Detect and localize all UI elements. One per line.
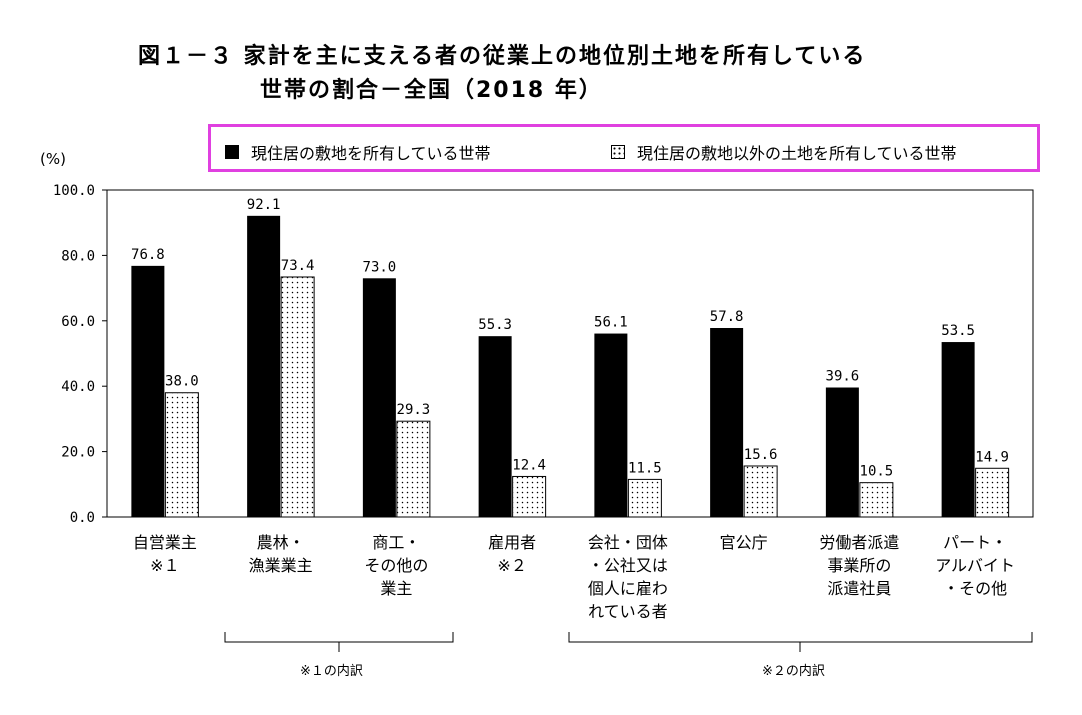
value-labels: 76.8 38.0 92.1 73.4 73.0 29.3 55.3 12.4 56.1 11.5… (131, 197, 1009, 480)
chart-title-line1: 図１－３ 家計を主に支える者の従業上の地位別土地を所有している (138, 44, 867, 69)
legend-item-other-land: 現住居の敷地以外の土地を所有している世帯 (611, 140, 957, 164)
bar-own-site (362, 278, 396, 517)
bar-own-site (710, 327, 744, 517)
value-label-other-land: 15.6 (744, 447, 778, 463)
bar-own-site (131, 265, 165, 517)
plot-area (106, 189, 1034, 518)
bars (131, 215, 1010, 518)
category-label: 官公庁 (719, 533, 768, 552)
category-label: 会社・団体 ・公社又は 個人に雇わ れている者 (587, 533, 668, 621)
y-tick-label: 60.0 (61, 314, 95, 330)
bar-own-site (478, 336, 512, 517)
bar-other-land (164, 392, 199, 518)
category-label: パート・ アルバイト ・その他 (935, 533, 1016, 598)
legend-item-own-site: 現住居の敷地を所有している世帯 (225, 140, 491, 164)
value-label-own-site: 73.0 (363, 259, 397, 275)
value-label-own-site: 55.3 (478, 317, 512, 333)
braces (224, 632, 1033, 652)
brace-label-employees: ※２の内訳 (762, 664, 825, 679)
value-label-other-land: 12.4 (512, 457, 546, 473)
bar-own-site (247, 215, 281, 517)
value-label-own-site: 92.1 (247, 197, 281, 213)
bar-other-land (396, 420, 431, 518)
value-label-other-land: 11.5 (628, 460, 662, 476)
value-label-own-site: 56.1 (594, 315, 628, 331)
brace-label-self-employed: ※１の内訳 (300, 664, 363, 679)
y-tick-label: 100.0 (53, 183, 95, 199)
category-label: 自営業主 ※１ (132, 533, 197, 575)
y-axis: 0.0 20.0 40.0 60.0 80.0 100.0 (53, 183, 107, 526)
legend: 現住居の敷地を所有している世帯 現住居の敷地以外の土地を所有している世帯 (208, 124, 1040, 172)
category-label: 商工・ その他の 業主 (364, 533, 429, 598)
value-label-own-site: 57.8 (710, 309, 744, 325)
bar-other-land (975, 467, 1010, 518)
y-tick-label: 40.0 (61, 379, 95, 395)
category-label: 雇用者 ※２ (488, 533, 537, 575)
value-label-own-site: 76.8 (131, 247, 165, 263)
chart-title-line2: 世帯の割合－全国（2018 年） (260, 78, 603, 103)
bar-own-site (594, 333, 628, 517)
brace-employees (568, 632, 1033, 652)
value-label-other-land: 73.4 (281, 258, 315, 274)
bar-other-land (627, 478, 662, 518)
y-tick-label: 80.0 (61, 248, 95, 264)
y-tick-label: 20.0 (61, 445, 95, 461)
value-label-other-land: 10.5 (860, 464, 894, 480)
value-label-own-site: 39.6 (826, 369, 860, 385)
category-label: 労働者派遣 事業所の 派遣社員 (819, 533, 900, 598)
legend-label-other-land: 現住居の敷地以外の土地を所有している世帯 (637, 144, 957, 163)
bar-other-land (743, 465, 778, 518)
bar-other-land (280, 276, 315, 518)
value-label-other-land: 29.3 (397, 402, 431, 418)
legend-swatch-dotted (611, 145, 625, 159)
bar-own-site (941, 342, 975, 517)
legend-swatch-solid (225, 145, 239, 159)
legend-label-own-site: 現住居の敷地を所有している世帯 (251, 144, 491, 163)
value-label-own-site: 53.5 (941, 323, 975, 339)
y-axis-unit: (%) (40, 150, 66, 168)
category-label: 農林・ 漁業業主 (248, 533, 313, 575)
y-tick-label: 0.0 (70, 510, 95, 526)
value-label-other-land: 38.0 (165, 374, 199, 390)
bar-other-land (512, 475, 547, 518)
value-label-other-land: 14.9 (975, 449, 1009, 465)
bar-other-land (859, 482, 894, 518)
bar-own-site (825, 387, 859, 517)
brace-self-employed (224, 632, 454, 652)
